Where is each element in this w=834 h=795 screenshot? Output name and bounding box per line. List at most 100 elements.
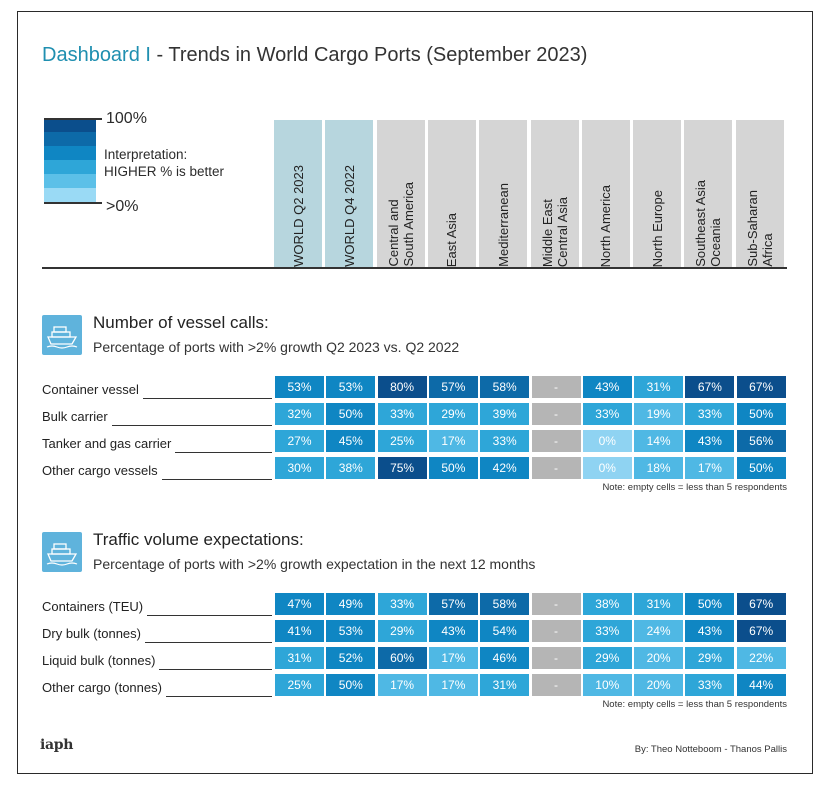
section-title: Traffic volume expectations: (93, 530, 304, 549)
data-cell: 33% (582, 620, 632, 642)
column-header-label: WORLD Q4 2022 (341, 165, 357, 267)
data-cell: 38% (582, 593, 632, 615)
data-cell: 17% (377, 674, 427, 696)
data-cell: 45% (326, 430, 376, 452)
dashboard-frame (17, 11, 813, 774)
data-cell: 50% (736, 457, 786, 479)
column-header-label: Southeast Asia Oceania (693, 180, 724, 267)
legend-interpretation: Interpretation: HIGHER % is better (104, 146, 224, 180)
data-cell: - (531, 620, 581, 642)
column-header: Sub-Saharan Africa (735, 120, 784, 267)
data-cell: 27% (275, 430, 324, 452)
column-header: North America (581, 120, 630, 267)
section-title: Number of vessel calls: (93, 313, 269, 332)
section-note: Note: empty cells = less than 5 responde… (602, 699, 787, 710)
data-cell: 53% (275, 376, 324, 398)
data-cell: 32% (275, 403, 324, 425)
data-cell: - (531, 593, 581, 615)
legend-swatch (44, 160, 96, 174)
row-underline (144, 642, 272, 644)
data-cell: 58% (480, 376, 530, 398)
data-cell: - (531, 376, 581, 398)
column-header-label: East Asia (444, 212, 460, 267)
data-cell: 20% (634, 647, 684, 669)
data-cell: 38% (326, 457, 376, 479)
column-header-label: Sub-Saharan Africa (744, 190, 775, 267)
legend-interpretation-title: Interpretation: (104, 147, 188, 162)
data-cell: 31% (634, 376, 684, 398)
legend-swatch (44, 132, 96, 146)
data-cell: 39% (480, 403, 530, 425)
data-cell: 22% (736, 647, 786, 669)
data-cell: 53% (326, 620, 376, 642)
byline: By: Theo Notteboom - Thanos Pallis (634, 744, 787, 755)
data-cell: 31% (480, 674, 530, 696)
data-cell: 33% (377, 593, 427, 615)
section-subtitle: Percentage of ports with >2% growth Q2 2… (93, 339, 460, 355)
data-cell: - (531, 674, 581, 696)
data-cell: 33% (582, 403, 632, 425)
data-cell: 58% (480, 593, 530, 615)
data-cell: 80% (377, 376, 427, 398)
data-cell: 50% (326, 403, 376, 425)
data-cell: 29% (685, 647, 735, 669)
data-cell: 20% (634, 674, 684, 696)
data-cell: 54% (480, 620, 530, 642)
legend-interpretation-rule: HIGHER % is better (104, 164, 225, 179)
data-cell: 33% (685, 674, 735, 696)
data-cell: 29% (428, 403, 478, 425)
row-underline (159, 669, 272, 671)
data-cell: 30% (275, 457, 324, 479)
legend-tick (44, 202, 102, 204)
data-cell: - (531, 403, 581, 425)
data-cell: 10% (582, 674, 632, 696)
data-cell: 57% (428, 593, 478, 615)
data-cell: 19% (634, 403, 684, 425)
data-cell: 56% (736, 430, 786, 452)
row-label: Container vessel (42, 382, 139, 397)
section-note: Note: empty cells = less than 5 responde… (602, 482, 787, 493)
data-cell: 50% (428, 457, 478, 479)
data-cell: 47% (275, 593, 324, 615)
column-header-label: WORLD Q2 2023 (290, 165, 306, 267)
data-cell: 67% (685, 376, 735, 398)
data-cell: 49% (326, 593, 376, 615)
section-subtitle: Percentage of ports with >2% growth expe… (93, 556, 536, 572)
data-cell: 50% (326, 674, 376, 696)
row-label: Bulk carrier (42, 409, 108, 424)
data-cell: 67% (736, 376, 786, 398)
data-cell: 25% (275, 674, 324, 696)
legend-swatch (44, 146, 96, 160)
ship-icon (42, 315, 82, 355)
data-cell: 29% (377, 620, 427, 642)
legend-swatch (44, 174, 96, 188)
data-cell: 53% (326, 376, 376, 398)
row-label: Tanker and gas carrier (42, 436, 172, 451)
data-cell: 67% (736, 593, 786, 615)
data-cell: 17% (685, 457, 735, 479)
column-header: WORLD Q2 2023 (274, 120, 322, 267)
data-cell: 46% (480, 647, 530, 669)
data-cell: 17% (428, 430, 478, 452)
data-cell: 31% (275, 647, 324, 669)
column-header-label: Mediterranean (495, 183, 511, 267)
dashboard-label: Dashboard I (42, 44, 151, 66)
data-cell: - (531, 457, 581, 479)
column-header-label: Central and South America (385, 182, 416, 267)
page-title: Dashboard I - Trends in World Cargo Port… (42, 44, 587, 67)
data-cell: 0% (582, 430, 632, 452)
column-header: Middle East Central Asia (530, 120, 579, 267)
legend-tick (44, 118, 102, 120)
row-label: Other cargo vessels (42, 463, 158, 478)
column-header: Central and South America (376, 120, 425, 267)
column-header-label: North America (598, 184, 614, 267)
title-text: - Trends in World Cargo Ports (September… (150, 44, 588, 66)
column-header: North Europe (633, 120, 682, 267)
legend-swatch (44, 118, 96, 132)
column-header: WORLD Q4 2022 (325, 120, 374, 267)
data-cell: 41% (275, 620, 324, 642)
data-cell: 17% (428, 674, 478, 696)
data-cell: 18% (634, 457, 684, 479)
row-underline (142, 398, 272, 400)
iaph-logo: iaph (40, 737, 74, 753)
